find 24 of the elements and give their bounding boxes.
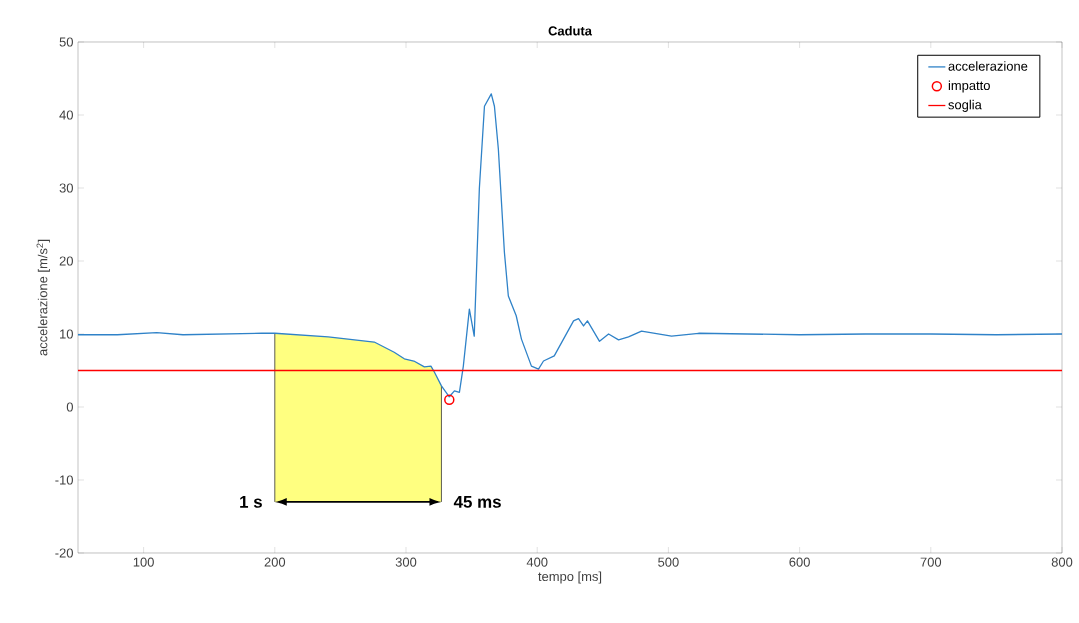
x-tick-label: 300 [395,557,417,567]
y-tick-label: 50 [59,37,73,47]
x-axis-title: tempo [ms] [538,571,602,584]
legend-label: impatto [948,80,990,93]
annotation: 45 ms [453,495,501,508]
x-tick-label: 200 [264,557,286,567]
legend-label: soglia [948,99,982,112]
legend-label: accelerazione [948,61,1028,71]
annotation: 1 s [240,495,262,508]
y-tick-label: 40 [59,110,73,120]
y-tick-label: -20 [55,548,73,558]
y-tick-label: 20 [59,256,73,266]
x-tick-label: 800 [1051,557,1073,567]
y-axis-title: accelerazione [m/s$^{2}$] [36,239,50,356]
y-tick-label: 0 [66,402,73,412]
x-tick-label: 700 [920,557,942,567]
y-tick-label: 10 [60,329,73,339]
y-tick-label: -10 [55,475,73,485]
chart-title: Caduta [548,25,593,36]
x-tick-label: 100 [133,557,154,567]
y-tick-label: 30 [59,183,73,193]
x-tick-label: 600 [789,557,810,567]
x-tick-label: 500 [658,557,679,567]
x-tick-label: 400 [526,557,548,567]
